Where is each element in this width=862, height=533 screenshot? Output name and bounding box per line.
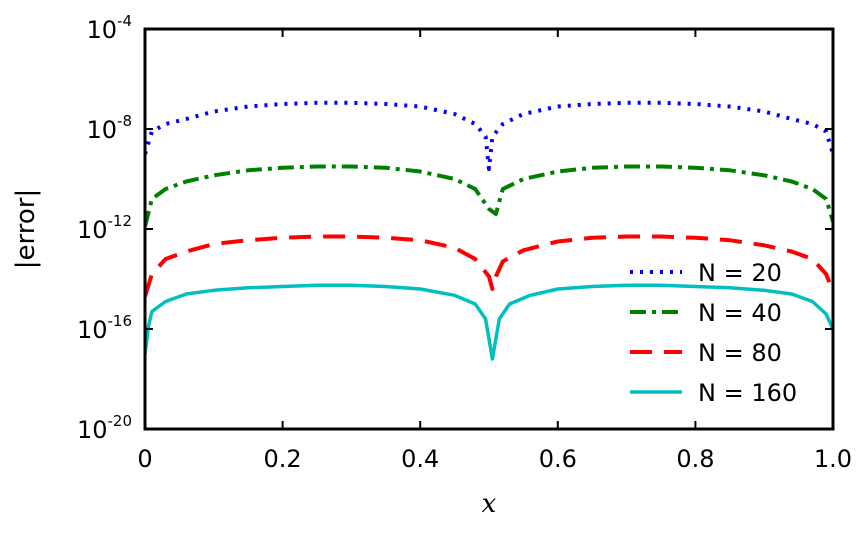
y-axis-label: |error| <box>11 189 41 269</box>
legend-label-2: N = 40 <box>698 299 782 327</box>
legend: N = 20 N = 40 N = 80 N = 160 <box>630 259 797 407</box>
x-axis-label: x <box>482 489 497 519</box>
series-line-4 <box>145 283 833 361</box>
x-tick-label: 0.6 <box>539 445 577 473</box>
series-layer <box>145 100 833 361</box>
y-tick-label: 10-16 <box>77 312 132 344</box>
legend-label-1: N = 20 <box>698 259 782 287</box>
series-line-2 <box>145 164 833 227</box>
y-tick-label: 10-4 <box>86 12 132 44</box>
x-tick-label: 0 <box>137 445 152 473</box>
x-tick-label: 0.4 <box>401 445 439 473</box>
plot-frame <box>143 27 835 431</box>
y-tick-label: 10-8 <box>86 112 132 144</box>
x-tick-label: 1.0 <box>814 445 852 473</box>
x-tick-label: 0.2 <box>264 445 302 473</box>
legend-label-3: N = 80 <box>698 339 782 367</box>
y-tick-label: 10-20 <box>77 412 132 444</box>
legend-label-4: N = 160 <box>698 379 797 407</box>
series-line-3 <box>145 234 833 298</box>
ticks-layer: 0 0.2 0.4 0.6 0.8 1.0 10-4 10-8 10-12 10-16 10-20 <box>77 12 852 473</box>
x-tick-label: 0.8 <box>676 445 714 473</box>
series-line-1 <box>145 100 833 171</box>
y-tick-label: 10-12 <box>77 212 132 244</box>
